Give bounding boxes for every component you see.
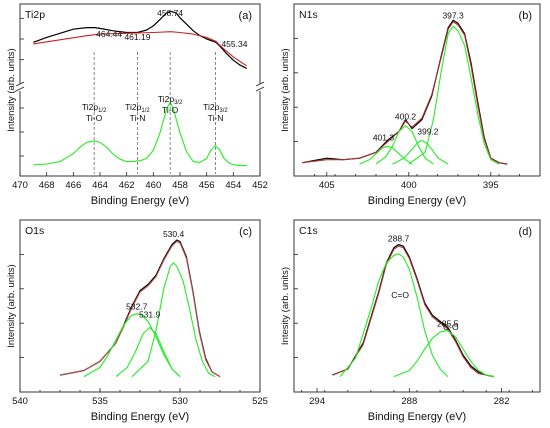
series-fit-288.7 bbox=[339, 253, 449, 377]
series-fit-531.9 bbox=[115, 326, 181, 378]
series-measured bbox=[302, 19, 508, 165]
component-label-subscript: 1/2 bbox=[141, 108, 150, 114]
component-label-subscript: 3/2 bbox=[219, 108, 228, 114]
series-fit-397.3 bbox=[408, 25, 500, 165]
component-label-bond: Ti-O bbox=[162, 105, 179, 115]
x-axis-label: Binding Energy (eV) bbox=[91, 411, 189, 423]
series-fit bbox=[33, 101, 247, 167]
peak-label: 530.4 bbox=[163, 229, 185, 239]
panel-ti2p: 470 468 466 464 462 460 458 456 454 452 464.44 461.… bbox=[6, 3, 268, 207]
peak-label: 397.3 bbox=[442, 10, 464, 20]
component-label-main: Ti2p bbox=[125, 102, 141, 112]
component-label: Ti2p3/2 bbox=[158, 94, 183, 106]
series-envelope bbox=[302, 21, 508, 165]
element-label: N1s bbox=[299, 9, 318, 21]
x-tick-label: 395 bbox=[483, 180, 499, 191]
peak-label: 288.7 bbox=[388, 234, 410, 244]
plot-frame bbox=[293, 3, 541, 177]
peak-label: 455.34 bbox=[221, 39, 247, 49]
x-tick-label: 294 bbox=[309, 396, 325, 407]
component-label: C-O bbox=[443, 322, 459, 332]
peak-label: 532.7 bbox=[126, 302, 148, 312]
plot-frame bbox=[19, 3, 261, 177]
panel-label: (d) bbox=[519, 226, 532, 238]
panel-label: (c) bbox=[239, 226, 252, 238]
component-label-main: Ti2p bbox=[203, 102, 219, 112]
x-tick-label: 405 bbox=[319, 180, 335, 191]
axis-break-mark bbox=[15, 81, 25, 87]
panel-label: (a) bbox=[239, 10, 252, 22]
series-envelope bbox=[59, 240, 221, 378]
plot-frame bbox=[293, 219, 541, 393]
component-label: Ti2p1/2 bbox=[82, 102, 107, 114]
component-label-main: Ti2p bbox=[82, 102, 98, 112]
x-tick-label: 452 bbox=[252, 180, 268, 191]
component-label-bond: Ti-N bbox=[130, 113, 146, 123]
x-tick-label: 530 bbox=[172, 396, 188, 407]
y-axis-label: Intensity (arb. units) bbox=[6, 264, 17, 347]
axis-break-mark bbox=[255, 81, 265, 87]
x-tick-label: 468 bbox=[39, 180, 55, 191]
peak-label: 399.2 bbox=[417, 126, 439, 136]
peak-label: 285.5 bbox=[437, 319, 459, 329]
peak-label: 401.3 bbox=[373, 132, 395, 142]
series-envelope bbox=[33, 31, 248, 67]
series-fit-400.2 bbox=[375, 125, 434, 165]
y-axis-label: Intesity (arb. units) bbox=[280, 267, 291, 345]
x-tick-label: 454 bbox=[225, 180, 241, 191]
x-tick-label: 540 bbox=[12, 396, 28, 407]
component-label-bond: Ti-N bbox=[208, 113, 224, 123]
panel-c1s: 294 288 282 288.7 285.5 C=O C-O C1s (d) Binding E… bbox=[280, 219, 541, 423]
x-tick-label: 464 bbox=[92, 180, 108, 191]
x-tick-label: 282 bbox=[494, 396, 510, 407]
y-axis-label: Intensity (arb. units) bbox=[6, 48, 17, 131]
element-label: Ti2p bbox=[25, 9, 45, 21]
element-label: O1s bbox=[25, 225, 44, 237]
x-tick-label: 462 bbox=[119, 180, 135, 191]
peak-label: 458.74 bbox=[157, 8, 183, 18]
axis-break-mark bbox=[15, 86, 25, 92]
component-label: Ti2p1/2 bbox=[125, 102, 150, 114]
panel-label: (b) bbox=[519, 10, 532, 22]
x-axis-label: Binding Energy (eV) bbox=[368, 411, 466, 423]
peak-label: 464.44 bbox=[96, 29, 122, 39]
x-axis-label: Binding Energy (eV) bbox=[368, 195, 466, 207]
x-tick-label: 458 bbox=[172, 180, 188, 191]
peak-label: 400.2 bbox=[395, 112, 417, 122]
component-label-main: Ti2p bbox=[158, 94, 174, 104]
x-tick-label: 466 bbox=[65, 180, 81, 191]
x-tick-label: 470 bbox=[12, 180, 28, 191]
series-fit-399.2 bbox=[392, 139, 449, 165]
component-label-subscript: 1/2 bbox=[98, 108, 107, 114]
x-tick-label: 288 bbox=[401, 396, 417, 407]
component-label: Ti2p3/2 bbox=[203, 102, 228, 114]
x-tick-label: 460 bbox=[145, 180, 161, 191]
axis-break-gap bbox=[16, 84, 24, 91]
series-fit-285.5 bbox=[393, 330, 495, 378]
component-label: C=O bbox=[391, 290, 409, 300]
series-fit-401.3 bbox=[359, 145, 413, 165]
series-fit-530.4 bbox=[131, 262, 216, 378]
x-tick-label: 525 bbox=[252, 396, 268, 407]
series-envelope bbox=[332, 245, 495, 378]
x-tick-label: 456 bbox=[199, 180, 215, 191]
peak-label: 531.9 bbox=[139, 309, 161, 319]
element-label: C1s bbox=[299, 225, 318, 237]
component-label-subscript: 3/2 bbox=[174, 100, 183, 106]
x-tick-label: 535 bbox=[92, 396, 108, 407]
series-fit-532.7 bbox=[83, 313, 181, 378]
component-label-bond: Ti-O bbox=[86, 113, 103, 123]
axis-break-mark bbox=[255, 86, 265, 92]
x-tick-label: 400 bbox=[401, 180, 417, 191]
series-measured bbox=[33, 10, 247, 69]
x-axis-label: Binding Energy (eV) bbox=[91, 195, 189, 207]
peak-label: 461.19 bbox=[124, 32, 150, 42]
axis-break-gap bbox=[256, 84, 264, 91]
y-axis-label: Intensity (arb. units) bbox=[280, 48, 291, 131]
series-measured bbox=[332, 244, 495, 378]
